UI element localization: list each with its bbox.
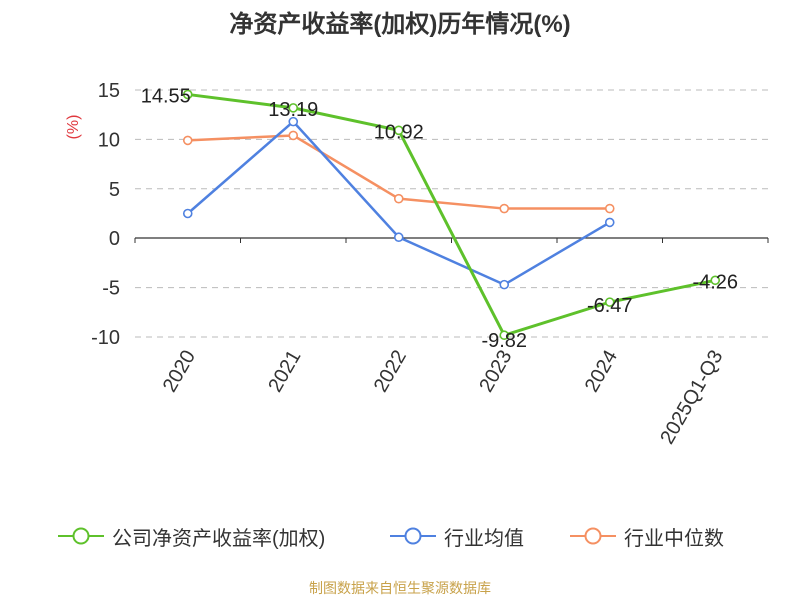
y-axis-unit-label: (%) xyxy=(65,115,82,140)
y-tick-label: -10 xyxy=(91,327,120,349)
x-tick-label: 2021 xyxy=(264,347,305,397)
y-tick-label: 10 xyxy=(98,129,120,151)
legend-label-industry-median: 行业中位数 xyxy=(624,527,724,550)
x-tick-label: 2022 xyxy=(370,347,411,397)
data-point-company xyxy=(499,330,510,341)
data-point-industry-median xyxy=(393,193,404,204)
legend-item-industry-avg[interactable]: 行业均值 xyxy=(390,522,524,550)
legend-marker-company xyxy=(58,527,104,545)
x-tick-label: 2025Q1-Q3 xyxy=(656,347,727,449)
legend-circle-industry-avg xyxy=(404,527,422,545)
y-tick-label: 15 xyxy=(98,80,120,102)
data-label: 13.19 xyxy=(268,99,318,121)
data-point-industry-median xyxy=(288,130,299,141)
data-point-industry-median xyxy=(604,203,615,214)
legend-circle-industry-median xyxy=(584,527,602,545)
y-tick-label: 0 xyxy=(109,228,120,250)
data-label: 14.55 xyxy=(141,85,191,107)
legend-label-industry-avg: 行业均值 xyxy=(444,527,524,550)
legend-marker-industry-median xyxy=(570,527,616,545)
data-point-company xyxy=(710,275,721,286)
series-layer xyxy=(182,89,721,341)
data-point-industry-avg xyxy=(604,217,615,228)
data-point-industry-median xyxy=(499,203,510,214)
legend-item-industry-median[interactable]: 行业中位数 xyxy=(570,522,724,550)
data-point-industry-avg xyxy=(288,116,299,127)
source-text: 制图数据来自恒生聚源数据库 xyxy=(309,580,491,596)
data-label: 10.92 xyxy=(374,121,424,143)
x-tick-label: 2023 xyxy=(475,347,516,397)
data-point-industry-avg xyxy=(393,232,404,243)
data-label: -4.26 xyxy=(692,271,738,293)
y-tick-label: -5 xyxy=(102,278,120,300)
legend-label-company: 公司净资产收益率(加权) xyxy=(112,527,326,550)
data-point-company xyxy=(182,89,193,100)
x-tick-label: 2024 xyxy=(581,347,622,397)
data-point-company xyxy=(288,103,299,113)
data-point-industry-avg xyxy=(182,208,193,219)
data-label: -6.47 xyxy=(587,295,633,317)
legend-item-company[interactable]: 公司净资产收益率(加权) xyxy=(58,522,325,550)
data-point-industry-median xyxy=(182,135,193,146)
legend-circle-company xyxy=(72,527,90,545)
x-tick-label: 2020 xyxy=(159,347,200,397)
y-tick-label: 5 xyxy=(109,179,120,201)
data-point-industry-avg xyxy=(499,279,510,290)
label-layer: 14.55 13.19 10.92 -9.82 -6.47 -4.26 xyxy=(141,85,738,352)
series-line-company xyxy=(187,92,716,337)
chart-title: 净资产收益率(加权)历年情况(%) xyxy=(229,11,571,38)
grid-layer xyxy=(135,89,768,338)
data-label: -9.82 xyxy=(481,330,527,352)
data-point-company xyxy=(393,125,404,136)
legend-marker-industry-avg xyxy=(390,527,436,545)
data-point-company xyxy=(604,297,615,307)
